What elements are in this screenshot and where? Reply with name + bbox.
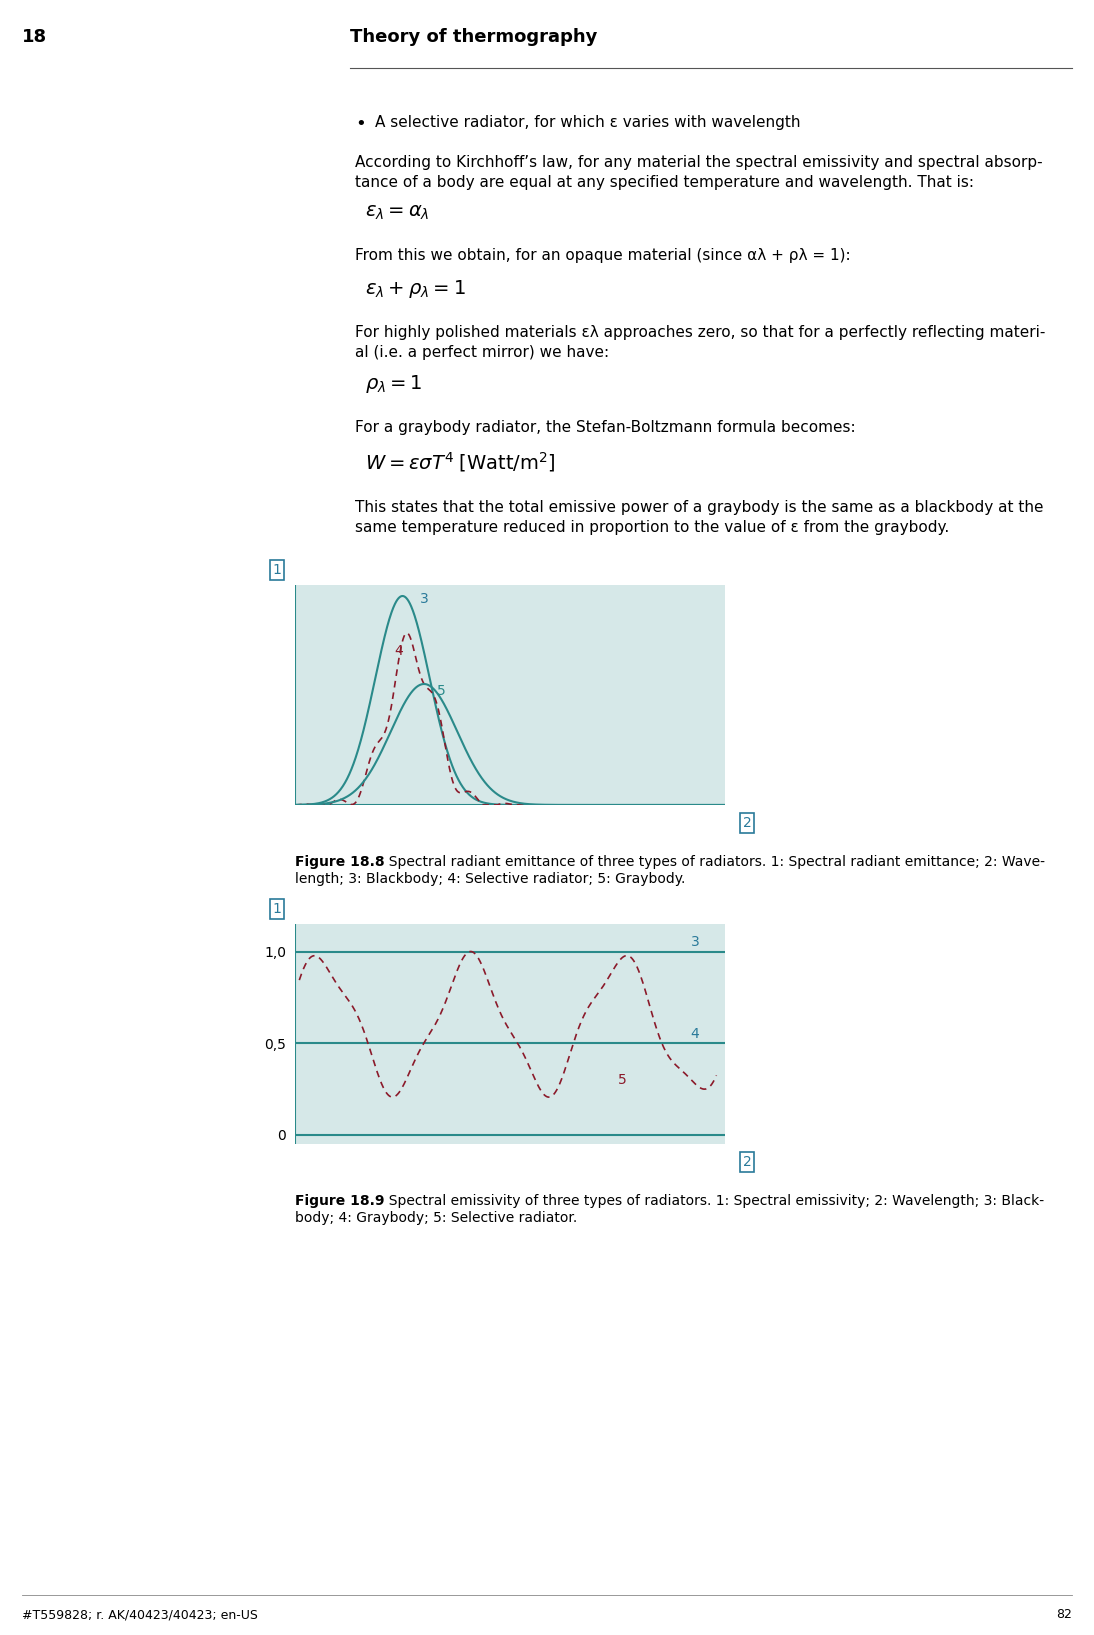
Text: length; 3: Blackbody; 4: Selective radiator; 5: Graybody.: length; 3: Blackbody; 4: Selective radia… — [295, 871, 685, 886]
Text: 4: 4 — [690, 1027, 699, 1040]
Text: 3: 3 — [690, 935, 699, 948]
Text: 2: 2 — [743, 816, 752, 831]
Text: From this we obtain, for an opaque material (since αλ + ρλ = 1):: From this we obtain, for an opaque mater… — [354, 249, 851, 263]
Text: body; 4: Graybody; 5: Selective radiator.: body; 4: Graybody; 5: Selective radiator… — [295, 1212, 578, 1225]
Text: For highly polished materials ελ approaches zero, so that for a perfectly reflec: For highly polished materials ελ approac… — [354, 325, 1046, 340]
Text: 4: 4 — [394, 644, 403, 659]
Text: 1: 1 — [272, 562, 281, 577]
Text: This states that the total emissive power of a graybody is the same as a blackbo: This states that the total emissive powe… — [354, 500, 1044, 515]
Text: $\varepsilon_{\lambda} + \rho_{\lambda} = 1$: $\varepsilon_{\lambda} + \rho_{\lambda} … — [365, 278, 466, 299]
Text: Spectral radiant emittance of three types of radiators. 1: Spectral radiant emit: Spectral radiant emittance of three type… — [380, 855, 1045, 868]
Text: 3: 3 — [420, 592, 429, 605]
Text: same temperature reduced in proportion to the value of ε from the graybody.: same temperature reduced in proportion t… — [354, 520, 950, 535]
Text: Figure 18.8: Figure 18.8 — [295, 855, 385, 868]
Text: According to Kirchhoff’s law, for any material the spectral emissivity and spect: According to Kirchhoff’s law, for any ma… — [354, 155, 1043, 170]
Text: Figure 18.9: Figure 18.9 — [295, 1194, 384, 1208]
Text: Theory of thermography: Theory of thermography — [350, 28, 597, 46]
Text: 2: 2 — [743, 1154, 752, 1169]
Text: tance of a body are equal at any specified temperature and wavelength. That is:: tance of a body are equal at any specifi… — [354, 175, 974, 190]
Text: $\rho_{\lambda} = 1$: $\rho_{\lambda} = 1$ — [365, 373, 422, 396]
Text: Spectral emissivity of three types of radiators. 1: Spectral emissivity; 2: Wave: Spectral emissivity of three types of ra… — [380, 1194, 1044, 1208]
Text: al (i.e. a perfect mirror) we have:: al (i.e. a perfect mirror) we have: — [354, 345, 609, 360]
Text: 82: 82 — [1056, 1607, 1072, 1620]
Text: For a graybody radiator, the Stefan-Boltzmann formula becomes:: For a graybody radiator, the Stefan-Bolt… — [354, 420, 856, 435]
Text: •: • — [354, 114, 365, 132]
Text: A selective radiator, for which ε varies with wavelength: A selective radiator, for which ε varies… — [375, 114, 801, 131]
Text: #T559828; r. AK/40423/40423; en-US: #T559828; r. AK/40423/40423; en-US — [22, 1607, 258, 1620]
Text: $W = \varepsilon\sigma T^{4}\;[\mathrm{Watt/m^{2}}]$: $W = \varepsilon\sigma T^{4}\;[\mathrm{W… — [365, 450, 556, 474]
Text: 5: 5 — [437, 683, 445, 698]
Text: $\varepsilon_{\lambda} = \alpha_{\lambda}$: $\varepsilon_{\lambda} = \alpha_{\lambda… — [365, 203, 430, 222]
Text: 18: 18 — [22, 28, 47, 46]
Text: 5: 5 — [617, 1073, 626, 1087]
Text: 1: 1 — [272, 903, 281, 916]
